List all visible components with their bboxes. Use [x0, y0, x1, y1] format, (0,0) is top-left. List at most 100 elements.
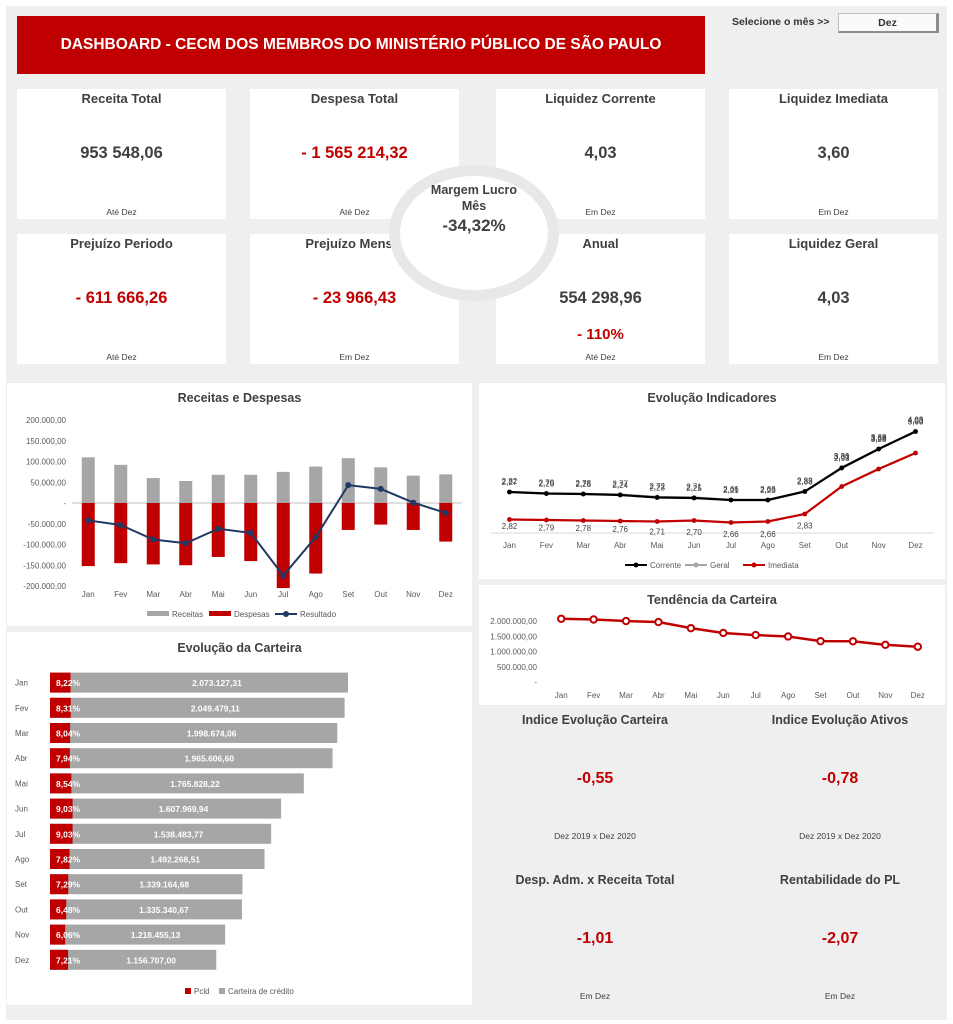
line-imediata — [509, 451, 916, 524]
x-tick-label: Fev — [540, 541, 553, 550]
indice-desp-adm-value: -1,01 — [576, 930, 614, 947]
margem-title-line2: Mês — [461, 199, 487, 213]
x-tick-label: Set — [342, 590, 355, 599]
data-label-corrente: 4,03 — [908, 416, 924, 425]
bar-carteira — [50, 672, 348, 693]
month-select[interactable]: Dez — [838, 13, 939, 33]
data-label-pcld: 7,94% — [56, 754, 81, 764]
bar-pcld — [50, 899, 67, 920]
x-tick-label: Out — [847, 691, 861, 700]
data-label-carteira: 1.998.674,06 — [187, 729, 237, 739]
point-resultado — [280, 572, 287, 579]
chart-title: Evolução da Carteira — [177, 641, 302, 655]
x-tick-label: Ago — [761, 541, 776, 550]
indice-carteira-sub: Dez 2019 x Dez 2020 — [554, 831, 636, 841]
x-tick-label: Mai — [684, 691, 697, 700]
x-tick-label: Dez — [439, 590, 453, 599]
y-tick-label: Abr — [15, 754, 28, 763]
data-label-corrente: 2,82 — [502, 522, 518, 531]
x-tick-label: Set — [815, 691, 828, 700]
data-label-corrente: 2,66 — [723, 530, 739, 539]
y-tick-label: - — [63, 499, 66, 508]
chart-tendencia-carteira: Tendência da Carteira 2.000.000,00 1.500.… — [479, 585, 945, 705]
point-imediata — [913, 450, 918, 456]
point-carteira — [816, 636, 825, 646]
x-tick-label: Out — [835, 541, 849, 550]
data-label-pcld: 7,21% — [56, 955, 81, 965]
bar-despesas — [341, 503, 355, 530]
data-label-pcld: 7,29% — [56, 880, 81, 890]
bar-receitas — [406, 475, 420, 503]
point-imediata — [617, 518, 623, 524]
point-resultado — [442, 509, 449, 516]
bar-pcld — [50, 748, 70, 769]
x-tick-label: Nov — [872, 541, 886, 550]
kpi-receita-total: Receita Total 953 548,06 Até Dez — [17, 89, 226, 219]
point-corrente — [802, 489, 808, 494]
data-label-corrente: 2,79 — [539, 524, 555, 533]
data-label-geral: 2,78 — [576, 479, 592, 488]
y-tick-label: Fev — [15, 704, 28, 713]
line-carteira — [561, 617, 918, 648]
legend-resultado-label: Resultado — [300, 610, 337, 619]
data-label-pcld: 8,22% — [56, 678, 81, 688]
bar-despesas — [276, 503, 290, 589]
legend-carteira-swatch — [219, 988, 225, 994]
kpi-liquidez-imediata: Liquidez Imediata 3,60 Em Dez — [729, 89, 938, 219]
point-resultado — [345, 482, 352, 489]
legend-despesas-label: Despesas — [234, 610, 270, 619]
data-label-pcld: 8,04% — [56, 729, 81, 739]
legend-geral-marker — [693, 562, 699, 568]
x-tick-label: Out — [374, 590, 388, 599]
bar-carteira — [50, 874, 243, 895]
legend-pcld-label: Pcld — [194, 987, 210, 996]
data-label-geral: 3,68 — [871, 434, 887, 443]
y-tick-label: 2.000.000,00 — [490, 617, 537, 626]
kpi-value: 4,03 — [817, 289, 850, 307]
x-tick-label: Mar — [146, 590, 160, 599]
point-corrente — [839, 465, 845, 471]
y-tick-label: -100.000,00 — [23, 541, 66, 550]
bar-pcld — [50, 874, 69, 895]
data-label-geral: 2,77 — [612, 480, 628, 489]
x-tick-label: Mar — [619, 691, 633, 700]
point-imediata — [654, 519, 660, 524]
kpi-prejuizo-periodo: Prejuízo Periodo - 611 666,26 Até Dez — [17, 234, 226, 364]
y-tick-label: Ago — [15, 855, 30, 864]
bar-pcld — [50, 823, 73, 844]
data-label-carteira: 1.335.340,67 — [139, 905, 189, 915]
line-resultado — [88, 484, 447, 578]
point-carteira — [913, 642, 922, 651]
point-corrente — [654, 495, 660, 500]
point-resultado — [215, 525, 222, 532]
kpi-subtitle: Até Dez — [106, 352, 137, 362]
kpi-subtitle: Até Dez — [585, 352, 616, 362]
kpi-value: 4,03 — [584, 144, 617, 162]
data-label-geral: 2,66 — [723, 485, 739, 494]
bar-receitas — [341, 458, 355, 503]
data-label-carteira: 1.492.268,51 — [150, 855, 200, 865]
y-tick-label: -50.000,00 — [28, 520, 67, 529]
kpi-title: Anual — [582, 236, 619, 251]
data-label-carteira: 2.073.127,31 — [192, 678, 242, 688]
kpi-value: 3,60 — [817, 144, 850, 162]
bar-carteira — [50, 849, 265, 869]
indices-panel: Indice Evolução Carteira -0,55 Dez 2019 … — [479, 710, 945, 1010]
data-label-imediata: 2,24 — [612, 481, 628, 490]
x-tick-label: Jun — [717, 691, 730, 700]
indice-ativos-sub: Dez 2019 x Dez 2020 — [799, 831, 881, 841]
kpi-value: 953 548,06 — [80, 144, 163, 162]
line-geral — [509, 430, 917, 502]
x-tick-label: Jul — [278, 590, 288, 599]
point-resultado — [312, 534, 319, 541]
kpi-subtitle: Em Dez — [818, 352, 849, 362]
data-label-carteira: 1.607.969,94 — [159, 804, 209, 814]
data-label-geral: 2,66 — [760, 485, 776, 494]
point-corrente — [691, 495, 697, 501]
bar-carteira — [50, 748, 333, 769]
indice-desp-adm-title: Desp. Adm. x Receita Total — [515, 873, 675, 887]
x-tick-label: Nov — [878, 691, 892, 700]
data-label-carteira: 2.049.479,11 — [191, 703, 240, 713]
point-resultado — [85, 517, 92, 524]
